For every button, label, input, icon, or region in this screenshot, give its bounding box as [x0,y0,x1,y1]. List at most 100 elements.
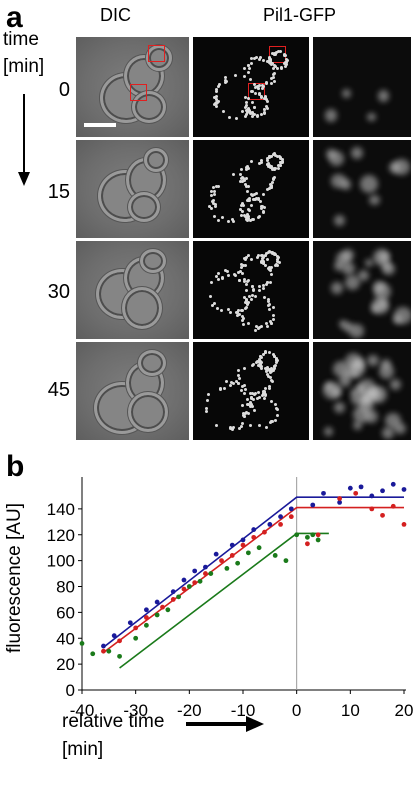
x-tick-label: 0 [292,701,301,720]
dic-image-45min [76,342,189,440]
y-tick-label: 100 [47,552,75,571]
fluorescence-chart: 0 20 40 60 80 100 120 140 -40 -30 -20 -10 0 10 20 fluo… [4,477,414,720]
data-point [203,571,208,576]
data-point [133,625,139,631]
y-axis-label: fluorescence [AU] [4,503,25,653]
data-point [192,568,198,574]
data-point [106,648,112,654]
data-point [380,512,385,518]
x-axis-label: relative time [62,711,165,732]
y-tick-label: 120 [47,526,75,545]
data-point [401,487,407,492]
y-tick-label: 80 [56,578,75,597]
data-point [390,503,396,509]
data-point [154,599,160,605]
timepoint-label-30: 30 [47,281,70,303]
data-point [337,500,342,505]
data-point [111,633,117,639]
data-point [181,586,187,592]
data-point [380,488,385,494]
y-tick-label: 20 [56,655,75,674]
data-point [262,529,267,535]
data-point [144,607,149,613]
dic-image-30min [76,241,189,339]
data-point [353,490,359,496]
fit-line [102,496,404,648]
roi-box [148,45,165,62]
x-axis-unit-label: [min] [62,739,104,760]
data-point [229,542,235,548]
data-point [369,506,375,512]
data-point [197,578,203,584]
data-point [315,537,321,543]
data-point [240,542,246,548]
data-point [278,514,283,520]
data-point [369,493,375,499]
timepoint-label-0: 0 [58,79,70,101]
data-point [288,506,294,512]
gfp-image-45min [193,342,309,440]
data-point [90,651,96,657]
data-point [240,537,246,543]
data-point [278,522,283,527]
data-point [144,615,149,620]
data-point [165,607,171,613]
dic-column-header: DIC [100,5,131,25]
x-tick-label: -20 [177,701,202,720]
x-tick-label: -10 [231,701,256,720]
data-point [208,571,214,576]
data-point [288,514,294,520]
pil1-gfp-column-header: Pil1-GFP [263,5,337,25]
data-point [310,502,316,508]
data-point [245,550,251,556]
data-point [267,522,273,527]
y-tick-label: 60 [56,603,75,622]
data-point [283,558,289,564]
data-point [203,564,208,570]
zoom-image-0min [313,37,411,137]
scale-bar [84,123,116,127]
data-point [101,648,106,654]
data-point [321,490,326,496]
data-point [170,597,176,602]
x-tick-label: -30 [123,701,148,720]
data-point [154,612,160,618]
data-point [213,551,219,557]
timepoint-label-15: 15 [47,181,70,203]
data-point [235,560,241,566]
dic-image-0min [76,37,189,137]
data-point [170,589,176,595]
data-point [224,565,230,571]
data-point [229,553,235,558]
data-point [133,635,139,641]
data-point [251,527,257,532]
data-point [160,604,165,610]
data-point [337,496,342,501]
data-point [101,643,106,649]
x-tick-label: 20 [395,701,414,720]
data-point [79,641,85,646]
time-unit-label: [min] [3,56,45,77]
right-arrow-icon [186,716,264,732]
roi-box [130,84,147,101]
x-tick-label: -40 [70,701,95,720]
data-point [390,481,396,487]
data-point [358,484,364,490]
data-point [315,532,321,538]
roi-box [248,83,265,100]
zoom-image-30min [313,241,411,339]
timepoint-label-45: 45 [47,379,70,401]
data-point [305,541,310,547]
dic-image-15min [76,140,189,238]
data-point [176,594,182,600]
data-point [181,577,187,583]
data-point [347,485,353,491]
time-arrow-icon [18,94,30,186]
data-point [294,532,300,538]
zoom-image-15min [313,140,411,238]
data-point [117,638,122,644]
gfp-image-0min [193,37,309,137]
data-point [305,534,310,540]
data-point [192,580,198,586]
x-tick-label: 10 [341,701,360,720]
